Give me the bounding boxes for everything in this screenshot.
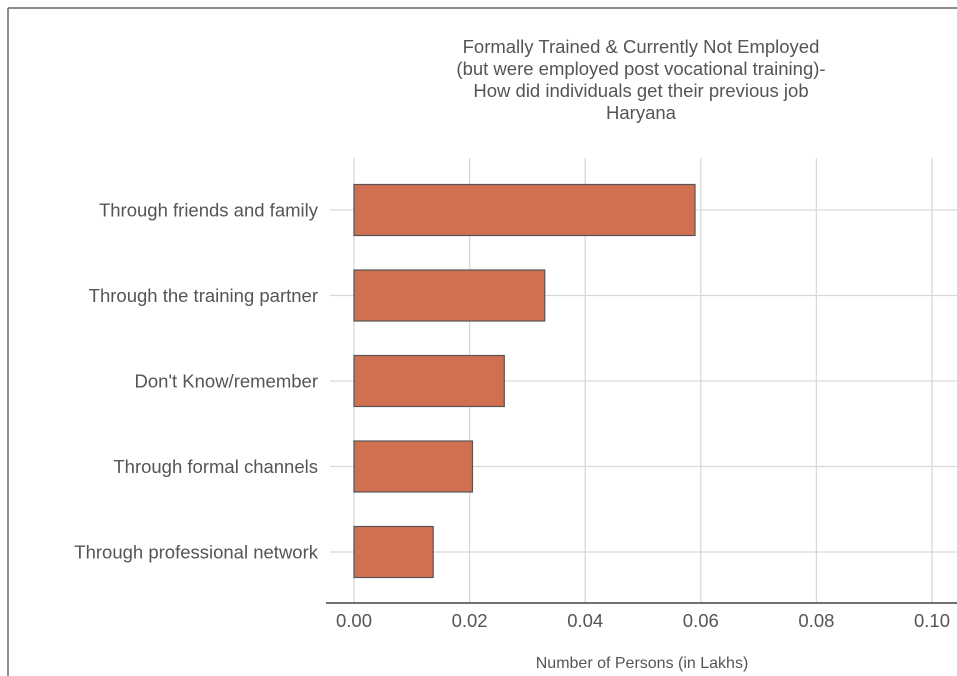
title-line-2: (but were employed post vocational train… (456, 58, 825, 79)
bar-5 (353, 525, 434, 579)
x-tick-label-6: 0.10 (914, 610, 950, 631)
bars (353, 183, 696, 579)
title-line-4: Haryana (606, 102, 677, 123)
x-tick-label-2: 0.02 (452, 610, 488, 631)
bar-2 (353, 269, 546, 322)
title-line-1: Formally Trained & Currently Not Employe… (463, 36, 820, 57)
x-tick-labels: 0.00 0.02 0.04 0.06 0.08 0.10 (336, 610, 950, 631)
category-label-5: Through professional network (74, 542, 318, 563)
x-tick-label-1: 0.00 (336, 610, 372, 631)
x-axis-title: Number of Persons (in Lakhs) (536, 655, 749, 672)
category-label-3: Don't Know/remember (135, 371, 318, 392)
category-label-1: Through friends and family (99, 200, 319, 221)
x-tick-label-3: 0.04 (567, 610, 603, 631)
x-tick-label-4: 0.06 (683, 610, 719, 631)
bar-1 (353, 183, 696, 237)
bar-3 (353, 354, 505, 408)
chart-title: Formally Trained & Currently Not Employe… (456, 36, 825, 123)
x-tick-label-5: 0.08 (798, 610, 834, 631)
category-labels: Through friends and family Through the tr… (74, 200, 318, 563)
title-line-3: How did individuals get their previous j… (473, 80, 808, 101)
category-label-4: Through formal channels (113, 456, 318, 477)
bar-4 (353, 440, 474, 493)
category-label-2: Through the training partner (89, 285, 318, 306)
